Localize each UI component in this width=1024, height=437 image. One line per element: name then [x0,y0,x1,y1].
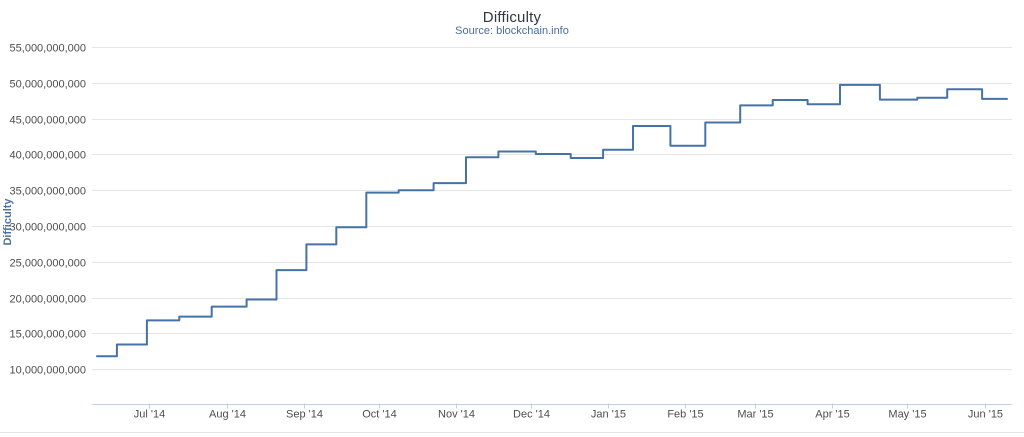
y-tick-label: 25,000,000,000 [10,258,86,270]
x-tick-label: Jul '14 [134,409,165,421]
x-tick-label: Oct '14 [362,409,397,421]
x-tick-label: Jan '15 [591,409,626,421]
difficulty-series-line[interactable] [96,83,1008,358]
y-tick-label: 45,000,000,000 [10,115,86,127]
x-tick-label: Apr '15 [815,409,850,421]
page-bottom-divider [0,432,1024,433]
y-tick-label: 20,000,000,000 [10,294,86,306]
y-tick-label: 15,000,000,000 [10,329,86,341]
x-tick-label: May '15 [888,409,926,421]
y-tick-label: 50,000,000,000 [10,79,86,91]
y-tick-label: 10,000,000,000 [10,365,86,377]
x-tick-label: Nov '14 [438,409,475,421]
y-tick-label: 55,000,000,000 [10,43,86,55]
y-tick-label: 30,000,000,000 [10,222,86,234]
y-tick-label: 40,000,000,000 [10,150,86,162]
x-tick-label: Jun '15 [968,409,1003,421]
x-tick-label: Dec '14 [513,409,550,421]
x-tick-label: Feb '15 [667,409,703,421]
x-tick-label: Aug '14 [209,409,246,421]
chart-subtitle: Source: blockchain.info [455,25,569,37]
chart-title: Difficulty [482,9,542,26]
x-tick-label: Mar '15 [737,409,773,421]
y-tick-label: 35,000,000,000 [10,186,86,198]
x-tick-label: Sep '14 [286,409,323,421]
